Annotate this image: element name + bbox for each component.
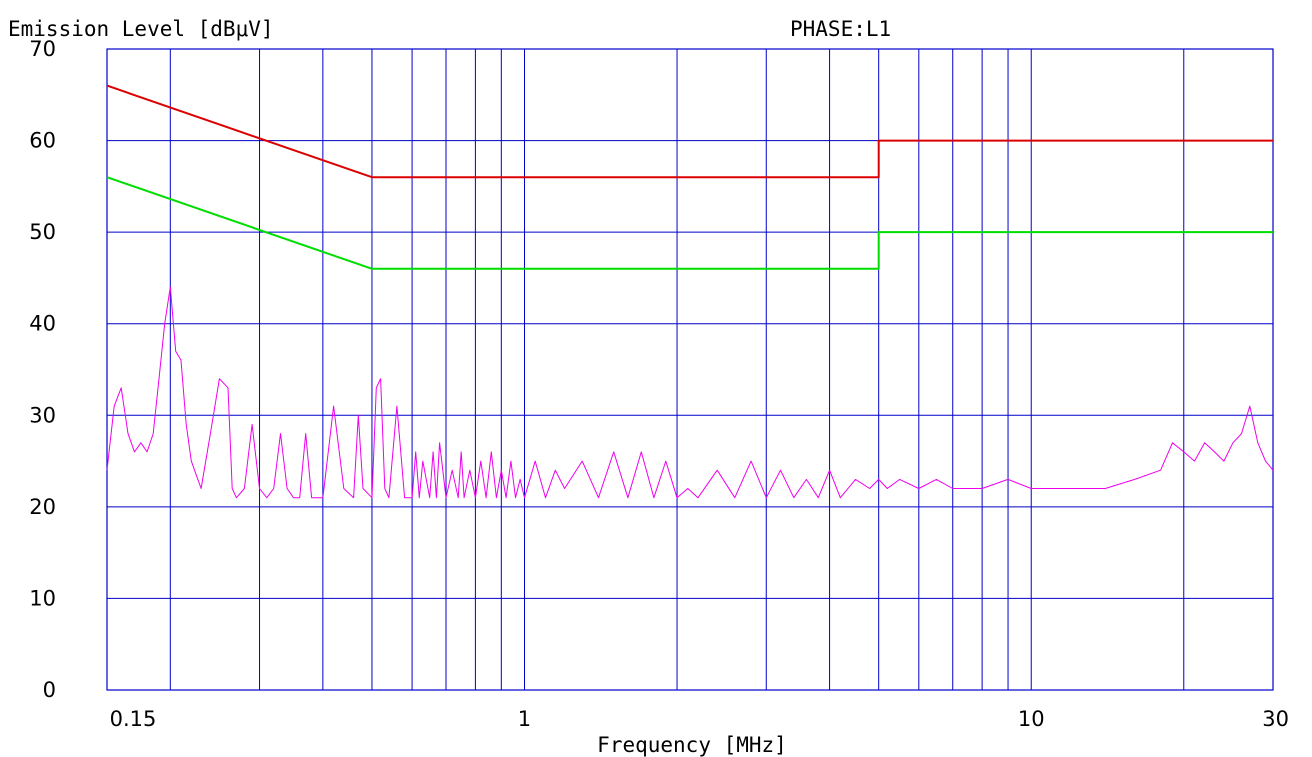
y-tick-label: 70 xyxy=(29,37,56,61)
x-tick-label: 30 xyxy=(1262,707,1289,731)
y-tick-label: 60 xyxy=(29,129,56,153)
series-layer xyxy=(106,84,1274,499)
y-tick-label: 0 xyxy=(43,678,56,702)
x-tick-label: 0.15 xyxy=(110,707,157,731)
y-tick-labels: 0 10 20 30 40 50 60 70 xyxy=(29,37,56,702)
y-axis-label: Emission Level [dBμV] xyxy=(8,17,274,41)
x-tick-labels: 0.15 1 10 30 xyxy=(110,707,1289,731)
y-tick-label: 30 xyxy=(29,403,56,427)
series-limit_qp-line xyxy=(106,84,1273,179)
y-tick-label: 20 xyxy=(29,495,56,519)
y-tick-label: 40 xyxy=(29,312,56,336)
series-measured-line xyxy=(106,286,1274,499)
series-limit_avg-line xyxy=(106,176,1273,270)
plot-frame xyxy=(106,48,1274,691)
y-tick-label: 50 xyxy=(29,220,56,244)
grid xyxy=(106,48,1274,691)
chart-title: PHASE:L1 xyxy=(790,17,891,41)
x-tick-label: 1 xyxy=(518,707,531,731)
x-tick-label: 10 xyxy=(1018,707,1045,731)
x-axis-label: Frequency [MHz] xyxy=(597,733,787,757)
y-tick-label: 10 xyxy=(29,586,56,610)
